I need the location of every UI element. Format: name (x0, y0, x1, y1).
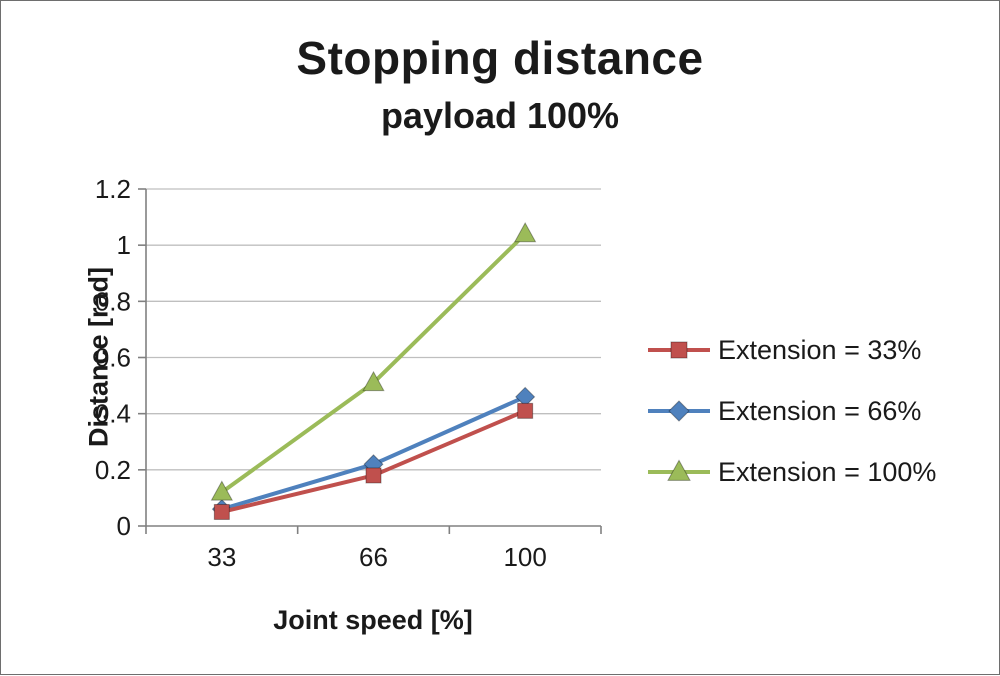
x-tick-label: 100 (503, 542, 546, 572)
series-line (220, 232, 527, 494)
y-tick-label: 1 (117, 230, 131, 260)
y-tick-label: 0.8 (95, 286, 131, 316)
legend-label: Extension = 66% (718, 395, 922, 426)
square-marker-icon (517, 402, 534, 419)
chart-title: Stopping distance (296, 32, 704, 84)
y-tick-label: 0 (117, 511, 131, 541)
legend-item-extension-100: Extension = 100% (646, 455, 936, 489)
legend-item-extension-66: Extension = 66% (646, 394, 936, 428)
legend: Extension = 33% Extension = 66% Extensio… (646, 333, 936, 489)
triangle-marker-icon (513, 222, 537, 243)
legend-sample-icon (648, 459, 710, 481)
y-tick-label: 0.2 (95, 455, 131, 485)
legend-label: Extension = 100% (718, 456, 937, 487)
x-axis-title: Joint speed [%] (273, 605, 473, 635)
y-tick-label: 0.6 (95, 343, 131, 373)
square-marker-icon (365, 467, 382, 484)
y-tick-label: 1.2 (95, 174, 131, 204)
legend-sample-icon (648, 341, 710, 359)
legend-item-extension-33: Extension = 33% (646, 333, 936, 367)
y-tick-label: 0.4 (95, 399, 131, 429)
legend-label: Extension = 33% (718, 334, 922, 365)
triangle-marker-icon (667, 459, 691, 481)
legend-sample-icon (648, 400, 710, 422)
square-marker-icon (670, 341, 688, 359)
square-marker-icon (213, 503, 230, 520)
diamond-marker-icon (668, 400, 690, 422)
chart-subtitle: payload 100% (380, 95, 620, 136)
x-tick-label: 33 (207, 542, 236, 572)
triangle-marker-icon (362, 370, 385, 392)
y-axis-title: Distance [rad] (83, 266, 114, 448)
x-tick-label: 66 (359, 542, 388, 572)
triangle-marker-icon (210, 480, 234, 501)
